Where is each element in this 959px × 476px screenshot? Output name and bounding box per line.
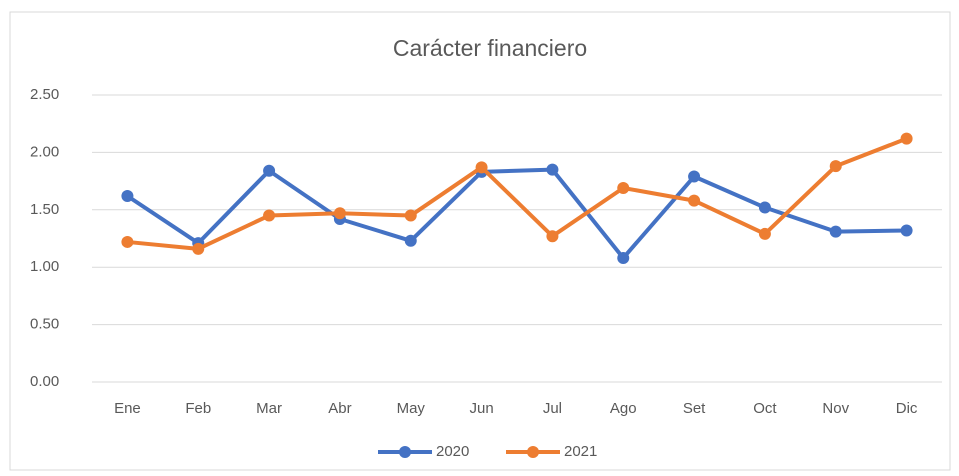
- data-point: [900, 224, 913, 237]
- data-point: [263, 164, 276, 177]
- series-line: [127, 136, 908, 251]
- data-point: [829, 225, 842, 238]
- legend-marker: [527, 446, 539, 458]
- x-tick-label: Dic: [896, 400, 918, 417]
- data-point: [263, 209, 276, 222]
- x-tick-label: Oct: [753, 400, 777, 417]
- x-tick-label: Feb: [185, 400, 211, 417]
- data-point: [192, 242, 205, 255]
- x-tick-label: Mar: [256, 400, 282, 417]
- x-tick-label: Ene: [114, 400, 141, 417]
- data-point: [404, 234, 417, 247]
- series-line: [126, 167, 907, 261]
- x-tick-label: Jun: [469, 400, 493, 417]
- data-point: [829, 160, 842, 173]
- data-point: [900, 132, 913, 145]
- data-point: [546, 230, 559, 243]
- x-tick-label: Ago: [610, 400, 637, 417]
- legend-label: 2020: [436, 443, 469, 460]
- y-tick-label: 1.00: [30, 258, 59, 275]
- data-point: [688, 194, 701, 207]
- x-tick-label: Jul: [543, 400, 562, 417]
- y-tick-label: 2.50: [30, 86, 59, 103]
- chart-title: Carácter financiero: [393, 35, 587, 61]
- y-tick-label: 2.00: [30, 143, 59, 160]
- y-tick-label: 0.50: [30, 316, 59, 333]
- data-point: [758, 227, 771, 240]
- x-tick-label: Nov: [822, 400, 849, 417]
- y-tick-label: 1.50: [30, 201, 59, 218]
- data-point: [758, 201, 771, 214]
- data-point: [404, 209, 417, 222]
- legend-label: 2021: [564, 443, 597, 460]
- data-point: [121, 190, 134, 203]
- y-tick-label: 0.00: [30, 373, 59, 390]
- data-point: [475, 161, 488, 174]
- legend-marker: [399, 446, 411, 458]
- data-point: [617, 252, 630, 265]
- data-point: [121, 235, 134, 248]
- data-point: [688, 170, 701, 183]
- x-tick-label: Abr: [328, 400, 351, 417]
- data-point: [617, 181, 630, 194]
- x-tick-label: Set: [683, 400, 706, 417]
- data-point: [546, 163, 559, 176]
- x-tick-label: May: [397, 400, 426, 417]
- data-point: [333, 207, 346, 220]
- chart-border: [9, 11, 951, 471]
